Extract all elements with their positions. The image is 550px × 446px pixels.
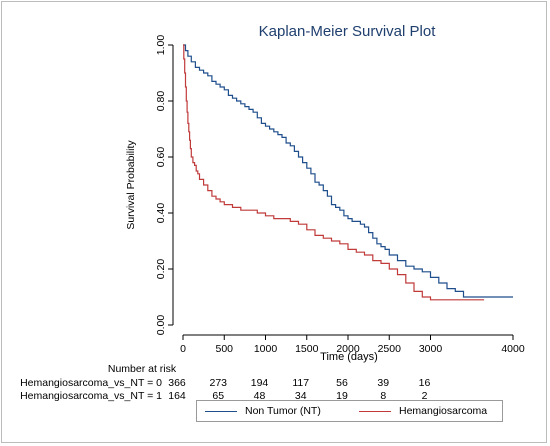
x-tick-label: 2000 [336, 343, 360, 355]
x-tick-label: 2500 [378, 343, 402, 355]
legend: Non Tumor (NT) Hemangiosarcoma [196, 400, 503, 422]
y-tick-label: 0.60 [155, 147, 167, 168]
x-tick-label: 1500 [295, 343, 319, 355]
risk-count: 34 [295, 390, 307, 402]
risk-count: 16 [419, 377, 431, 389]
x-tick-label: 4000 [501, 343, 525, 355]
x-tick-label: 500 [215, 343, 233, 355]
legend-item-hemangiosarcoma: Hemangiosarcoma [359, 405, 487, 417]
x-axis-label: Time (days) [320, 351, 378, 363]
risk-count: 117 [292, 377, 309, 389]
risk-row-label: Hemangiosarcoma_vs_NT = 1 [20, 390, 162, 402]
survival-curves [183, 44, 513, 301]
risk-count: 65 [212, 390, 224, 402]
y-tick-label: 1.00 [155, 35, 167, 56]
risk-count: 48 [254, 390, 266, 402]
legend-swatch-non-tumor [205, 410, 237, 412]
risk-row-label: Hemangiosarcoma_vs_NT = 0 [20, 377, 162, 389]
curve-non-tumor [183, 44, 513, 298]
y-tick-label: 0.40 [155, 203, 167, 224]
risk-count: 273 [209, 377, 227, 389]
risk-count: 19 [336, 390, 348, 402]
y-axis-label: Survival Probability [125, 140, 137, 230]
x-tick-label: 0 [180, 343, 186, 355]
legend-item-non-tumor: Non Tumor (NT) [205, 405, 321, 417]
legend-label-hemangiosarcoma: Hemangiosarcoma [399, 405, 488, 417]
risk-count: 2 [422, 390, 428, 402]
x-tick-label: 3000 [419, 343, 443, 355]
x-tick-label: 1000 [254, 343, 278, 355]
y-tick-label: 0.20 [155, 259, 167, 280]
risk-count: 164 [168, 390, 186, 402]
legend-swatch-hemangiosarcoma [359, 410, 391, 412]
risk-count: 8 [380, 390, 386, 402]
risk-count: 194 [251, 377, 269, 389]
risk-count: 56 [336, 377, 348, 389]
axes: 0.00 0.20 0.40 0.60 0.80 1.00 0 500 1000 1500 2000… [155, 35, 525, 355]
risk-table: Number at risk Hemangiosarcoma_vs_NT = 0… [20, 363, 430, 402]
risk-count: 366 [168, 377, 186, 389]
risk-count: 39 [377, 377, 389, 389]
y-tick-label: 0.80 [155, 91, 167, 112]
chart-title: Kaplan-Meier Survival Plot [259, 23, 437, 40]
y-tick-label: 0.00 [155, 315, 167, 336]
legend-label-non-tumor: Non Tumor (NT) [245, 405, 321, 417]
risk-table-title: Number at risk [108, 363, 177, 375]
curve-hemangiosarcoma [183, 44, 485, 301]
